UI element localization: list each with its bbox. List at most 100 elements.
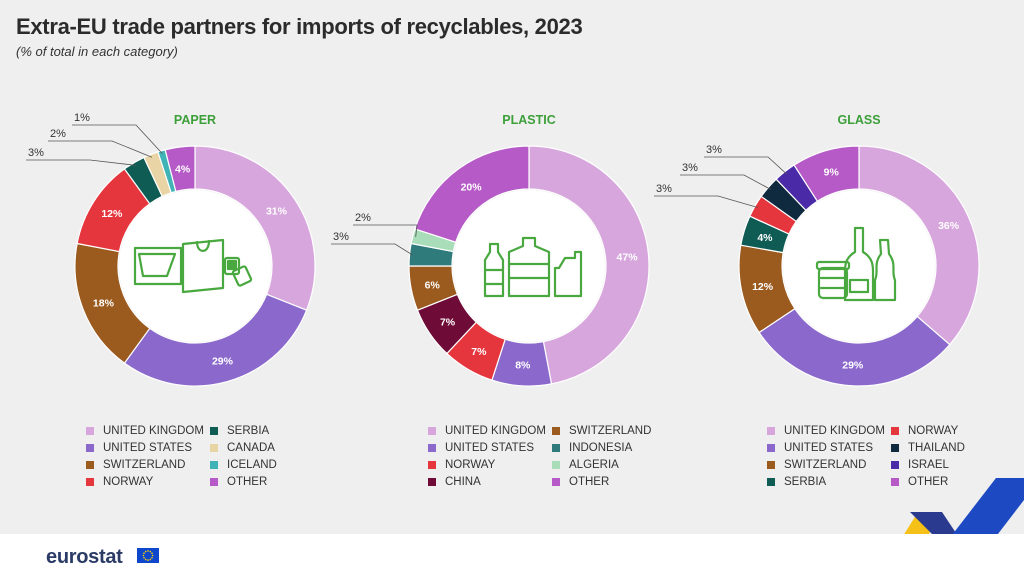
slice-label: 1% <box>74 112 90 124</box>
legend-swatch <box>891 427 899 435</box>
legend-item: SERBIA <box>767 475 891 489</box>
leader-line <box>26 159 136 166</box>
legend-swatch <box>210 427 218 435</box>
legend-label: OTHER <box>908 476 949 488</box>
legend-item: UNITED STATES <box>86 441 210 455</box>
leader-line <box>48 140 153 158</box>
legend-item: SWITZERLAND <box>552 424 676 438</box>
legend-label: NORWAY <box>445 459 496 471</box>
legend-item: UNITED KINGDOM <box>428 424 552 438</box>
legend-swatch <box>767 478 775 486</box>
slice-united-kingdom <box>194 145 316 311</box>
slice-label: 12% <box>752 281 774 293</box>
legend-label: INDONESIA <box>569 442 633 454</box>
slice-label: 3% <box>656 183 672 195</box>
slice-label: 36% <box>938 220 960 232</box>
legend-item: ICELAND <box>210 458 334 472</box>
legend-swatch <box>210 444 218 452</box>
donut-hole <box>453 190 605 342</box>
legend-swatch <box>891 478 899 486</box>
paper-icon <box>133 238 253 294</box>
category-title: PAPER <box>174 113 216 127</box>
legend-item: ALGERIA <box>552 458 676 472</box>
slice-label: 3% <box>682 162 698 174</box>
legend-label: SERBIA <box>227 425 270 437</box>
donut-glass: 36% 29% 12% 4% 9% 3% 3% 3% GLASS <box>654 113 980 387</box>
category-title: PLASTIC <box>502 113 555 127</box>
legend-swatch <box>86 478 94 486</box>
leader-line <box>680 174 771 190</box>
glass-jars-icon <box>815 226 897 302</box>
legend-swatch <box>428 444 436 452</box>
slice-label: 4% <box>757 232 773 244</box>
legend-label: NORWAY <box>103 476 154 488</box>
leader-line <box>353 224 418 237</box>
legend-swatch <box>210 461 218 469</box>
slice-other <box>793 145 860 203</box>
slice-label: 4% <box>175 163 191 175</box>
legend-swatch <box>210 478 218 486</box>
legend-label: OTHER <box>227 476 268 488</box>
slice-other <box>414 145 530 243</box>
slice-label: 3% <box>706 144 722 156</box>
legend-label: UNITED KINGDOM <box>784 425 885 437</box>
legend-label: UNITED KINGDOM <box>445 425 546 437</box>
legend-label: CHINA <box>445 476 481 488</box>
slice-united-kingdom <box>528 145 650 385</box>
legend-item: ISRAEL <box>891 458 1015 472</box>
category-title: GLASS <box>837 113 880 127</box>
legend-label: UNITED STATES <box>445 442 535 454</box>
legend-swatch <box>86 427 94 435</box>
legend-item: OTHER <box>210 475 334 489</box>
leader-line <box>72 124 163 154</box>
slice-label: 7% <box>440 316 456 328</box>
legend-swatch <box>891 444 899 452</box>
slice-other <box>164 145 196 193</box>
legend-item: SERBIA <box>210 424 334 438</box>
eurostat-logo: eurostat <box>46 546 123 568</box>
plastic-bottles-icon <box>483 236 583 298</box>
donut-hole <box>783 190 935 342</box>
legend-label: THAILAND <box>908 442 965 454</box>
slice-united-states <box>758 307 951 387</box>
legend-swatch <box>552 478 560 486</box>
legend-item: CANADA <box>210 441 334 455</box>
slice-united-kingdom <box>858 145 980 346</box>
slice-label: 2% <box>355 212 371 224</box>
legend-item: INDONESIA <box>552 441 676 455</box>
eu-flag-icon <box>137 548 159 563</box>
slice-label: 47% <box>617 252 639 264</box>
legend-item: OTHER <box>552 475 676 489</box>
legend-label: UNITED KINGDOM <box>103 425 204 437</box>
leader-line <box>331 243 413 256</box>
slice-label: 3% <box>333 231 349 243</box>
slice-label: 3% <box>28 147 44 159</box>
legend-paper: UNITED KINGDOM SERBIA UNITED STATES CANADA S… <box>86 424 334 489</box>
legend-swatch <box>767 461 775 469</box>
slice-label: 8% <box>515 359 531 371</box>
legend-swatch <box>86 444 94 452</box>
legend-item: UNITED STATES <box>428 441 552 455</box>
donut-paper: 31% 29% 18% 12% 4% 1% 2% 3% PAPER <box>26 112 316 387</box>
leader-line <box>704 156 787 175</box>
legend-item: UNITED STATES <box>767 441 891 455</box>
legend-item: SWITZERLAND <box>767 458 891 472</box>
slice-label: 2% <box>50 128 66 140</box>
donut-hole <box>119 190 271 342</box>
legend-swatch <box>86 461 94 469</box>
chart-title: Extra-EU trade partners for imports of r… <box>16 14 583 39</box>
slice-label: 18% <box>93 297 115 309</box>
slice-label: 29% <box>842 359 864 371</box>
legend-label: NORWAY <box>908 425 959 437</box>
legend-label: SWITZERLAND <box>784 459 867 471</box>
legend-label: ICELAND <box>227 459 277 471</box>
legend-item: CHINA <box>428 475 552 489</box>
legend-label: SWITZERLAND <box>103 459 186 471</box>
slice-label: 12% <box>101 208 123 220</box>
legend-item: NORWAY <box>891 424 1015 438</box>
legend-glass: UNITED KINGDOM NORWAY UNITED STATES THAILAN… <box>767 424 1015 489</box>
legend-swatch <box>428 461 436 469</box>
chart-subtitle: (% of total in each category) <box>16 44 178 59</box>
